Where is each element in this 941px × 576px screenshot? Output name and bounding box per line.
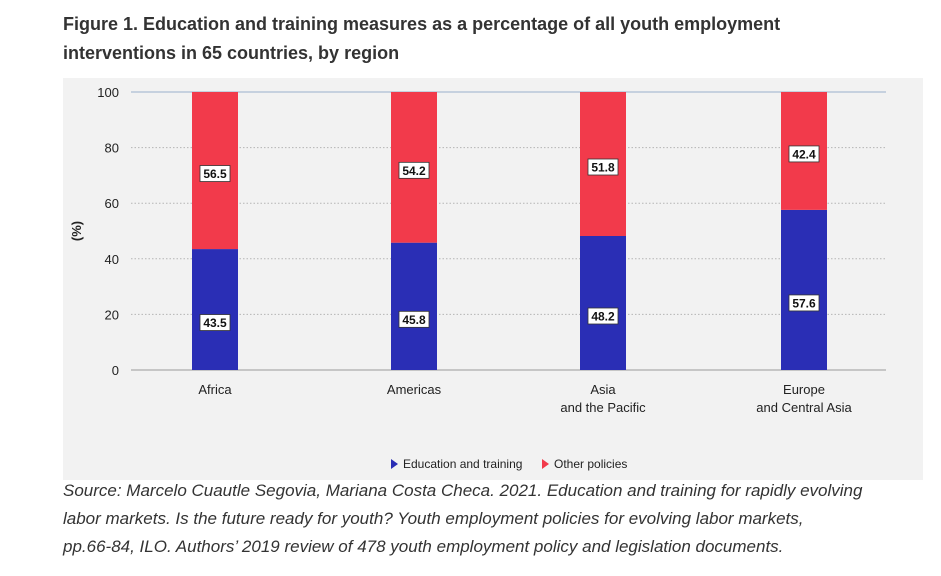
data-label-box: [587, 307, 619, 325]
data-label-box: [398, 310, 430, 328]
source-line-3: pp.66-84, ILO. Authors’ 2019 review of 4…: [63, 537, 784, 556]
x-tick-label: Americas: [387, 382, 442, 397]
bar-education-and-training: [391, 242, 437, 370]
y-axis-label: (%): [69, 221, 84, 241]
data-label: 56.5: [203, 167, 227, 181]
data-label: 54.2: [402, 164, 426, 178]
stacked-bar-chart: 0 20 40 60 80 100 (%) 43.5 56.5 Africa 45.8 54.2 Ame…: [69, 85, 886, 471]
x-tick-label: and the Pacific: [560, 400, 646, 415]
y-tick-label: 80: [105, 141, 119, 156]
data-label: 42.4: [792, 147, 816, 161]
y-tick-label: 60: [105, 196, 119, 211]
bar-education-and-training: [781, 209, 827, 370]
data-label-box: [398, 161, 430, 179]
y-tick-label: 20: [105, 307, 119, 322]
data-label: 57.6: [792, 296, 816, 310]
y-tick-label: 40: [105, 252, 119, 267]
data-label: 51.8: [591, 161, 615, 175]
x-tick-label: Europe: [783, 382, 825, 397]
data-label: 45.8: [402, 313, 426, 327]
x-tick-label: Asia: [590, 382, 616, 397]
data-label-box: [199, 165, 231, 182]
x-tick-label: Africa: [198, 382, 232, 397]
legend-marker-education-and-training: [391, 459, 398, 469]
figure-title-line-2: interventions in 65 countries, by region: [63, 43, 400, 63]
source-line-1: Source: Marcelo Cuautle Segovia, Mariana…: [63, 481, 863, 500]
y-tick-label: 100: [97, 85, 119, 100]
figure-title-line-1: Figure 1. Education and training measure…: [63, 14, 781, 34]
data-label-box: [788, 294, 820, 312]
figure-title: Figure 1. Education and training measure…: [63, 10, 923, 68]
bar-education-and-training: [192, 249, 238, 370]
data-label-box: [199, 314, 231, 331]
data-label-box: [788, 145, 820, 163]
legend-label: Other policies: [554, 457, 627, 471]
source-note: Source: Marcelo Cuautle Segovia, Mariana…: [63, 477, 923, 561]
legend-marker-other-policies: [542, 459, 549, 469]
x-tick-label: and Central Asia: [756, 400, 852, 415]
y-tick-label: 0: [112, 363, 119, 378]
source-line-2: labor markets. Is the future ready for y…: [63, 509, 804, 528]
data-label: 43.5: [203, 316, 227, 330]
bar-education-and-training: [580, 236, 626, 370]
data-label: 48.2: [591, 310, 615, 324]
legend-label: Education and training: [403, 457, 522, 471]
data-label-box: [587, 158, 619, 176]
